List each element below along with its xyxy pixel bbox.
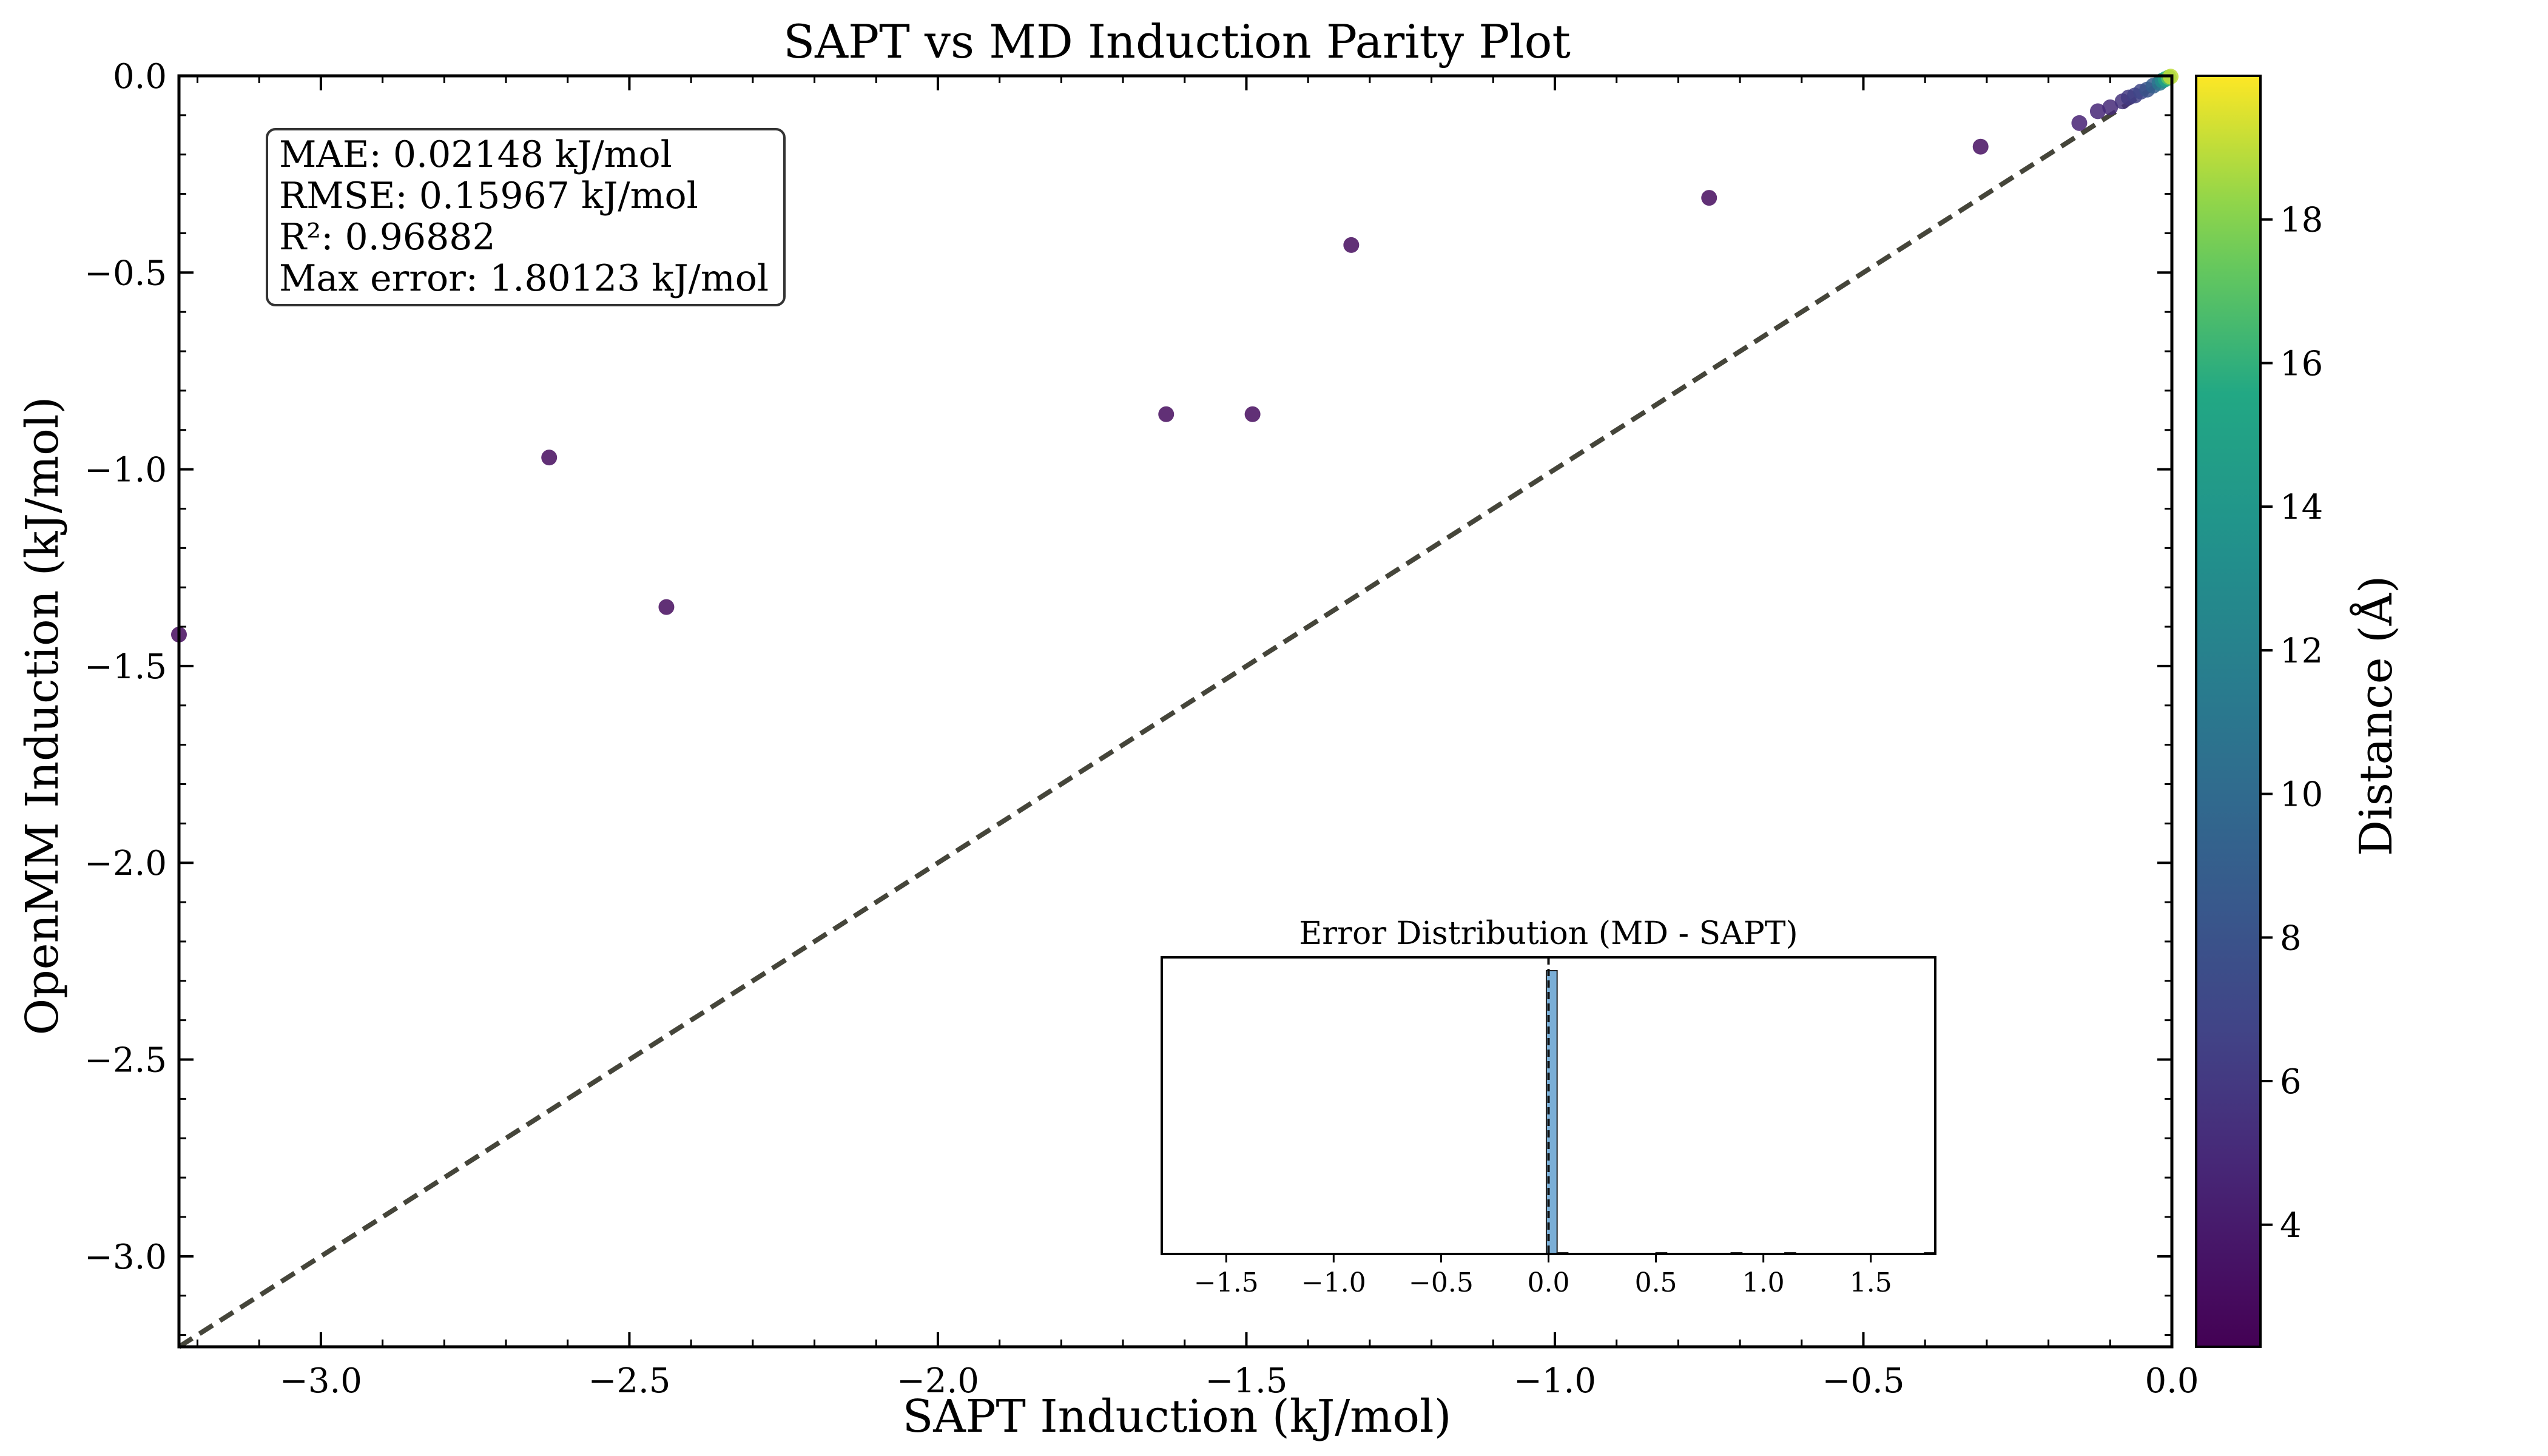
- data-point: [2089, 103, 2106, 120]
- stat-line: RMSE: 0.15967 kJ/mol: [279, 175, 698, 217]
- y-tick-label: −1.0: [84, 451, 167, 490]
- colorbar-tick-label: 6: [2280, 1062, 2302, 1102]
- colorbar-tick-label: 8: [2280, 918, 2302, 958]
- stat-line: Max error: 1.80123 kJ/mol: [279, 257, 769, 300]
- colorbar-tick-label: 14: [2280, 488, 2323, 527]
- data-point: [541, 450, 558, 466]
- inset-x-tick-label: −1.5: [1194, 1267, 1259, 1298]
- chart-title: SAPT vs MD Induction Parity Plot: [783, 15, 1571, 69]
- x-tick-label: −3.0: [280, 1361, 362, 1401]
- y-tick-label: −2.5: [84, 1041, 167, 1080]
- stat-line: MAE: 0.02148 kJ/mol: [279, 133, 672, 176]
- error-distribution-inset: Error Distribution (MD - SAPT) −1.5 −1.0 −0…: [1161, 915, 1936, 1298]
- inset-x-tick-label: 0.0: [1528, 1267, 1570, 1298]
- colorbar-tick-label: 4: [2280, 1206, 2302, 1245]
- colorbar-tick-label: 18: [2280, 201, 2323, 240]
- x-tick-label: −1.5: [1205, 1361, 1287, 1401]
- inset-x-tick-label: 1.5: [1850, 1267, 1892, 1298]
- parity-line: [177, 73, 2174, 1349]
- colorbar-label: Distance (Å): [2349, 576, 2402, 856]
- colorbar-bar: [2195, 75, 2262, 1348]
- y-tick-label: 0.0: [113, 57, 167, 96]
- data-point: [1972, 138, 1989, 155]
- plot-area: −3.0 −2.5 −2.0 −1.5 −1.0 −0.5 0.0 0.0 −0.5 −1.0 −1…: [84, 57, 2199, 1401]
- data-point: [1158, 406, 1175, 422]
- y-axis-label: OpenMM Induction (kJ/mol): [16, 397, 69, 1036]
- y-tick-label: −3.0: [84, 1238, 167, 1277]
- x-tick-label: −2.5: [588, 1361, 670, 1401]
- x-tick-label: −2.0: [897, 1361, 979, 1401]
- data-point: [658, 599, 675, 615]
- y-tick-label: −2.0: [84, 844, 167, 883]
- data-point: [1343, 237, 1360, 253]
- x-tick-label: 0.0: [2145, 1361, 2199, 1401]
- stat-line: R²: 0.96882: [279, 216, 496, 258]
- data-point: [2102, 99, 2118, 115]
- x-axis-label: SAPT Induction (kJ/mol): [903, 1390, 1452, 1443]
- y-tick-label: −1.5: [84, 647, 167, 687]
- x-tick-label: −1.0: [1514, 1361, 1596, 1401]
- colorbar-tick-label: 12: [2280, 632, 2323, 671]
- data-point: [1701, 190, 1717, 206]
- inset-x-tick-label: 1.0: [1742, 1267, 1785, 1298]
- colorbar: 4 6 8 10 12 14 16 18 Distance (Å): [2195, 75, 2402, 1348]
- inset-x-tick-label: 0.5: [1635, 1267, 1677, 1298]
- data-point: [2071, 115, 2088, 131]
- stats-box-frame: [266, 128, 786, 306]
- inset-x-tick-label: −1.0: [1301, 1267, 1366, 1298]
- y-tick-label: −0.5: [84, 254, 167, 293]
- inset-title: Error Distribution (MD - SAPT): [1299, 915, 1798, 952]
- plot-frame: [177, 74, 2174, 1349]
- x-tick-label: −0.5: [1822, 1361, 1904, 1401]
- colorbar-tick-label: 10: [2280, 775, 2323, 815]
- data-point: [1244, 406, 1261, 422]
- inset-x-tick-label: −0.5: [1409, 1267, 1474, 1298]
- colorbar-tick-label: 16: [2280, 344, 2323, 383]
